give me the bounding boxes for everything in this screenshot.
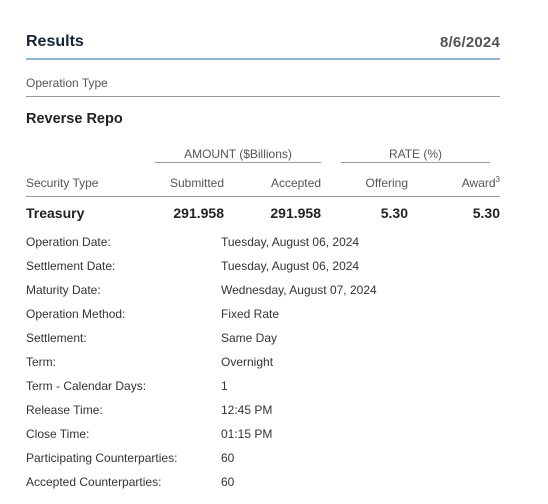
detail-value: Tuesday, August 06, 2024: [221, 259, 360, 273]
rate-group-header: RATE (%): [388, 147, 443, 161]
column-header-accepted: Accepted: [270, 176, 321, 190]
detail-value: 1: [221, 379, 228, 393]
operation-type-label: Operation Type: [26, 76, 108, 90]
title-divider: [26, 58, 500, 60]
detail-label: Maturity Date:: [26, 283, 101, 297]
amount-group-header: AMOUNT ($Billions): [184, 147, 292, 161]
operation-type-divider: [26, 96, 500, 97]
detail-label: Accepted Counterparties:: [26, 475, 162, 489]
column-header-security-type: Security Type: [26, 176, 99, 190]
detail-value: 12:45 PM: [221, 403, 273, 417]
detail-label: Participating Counterparties:: [26, 451, 178, 465]
detail-label: Operation Date:: [26, 235, 111, 249]
column-header-offering: Offering: [365, 176, 408, 190]
column-header-award: Award3: [461, 175, 500, 191]
detail-label: Operation Method:: [26, 307, 126, 321]
detail-label: Settlement:: [26, 331, 87, 345]
detail-value: Wednesday, August 07, 2024: [221, 283, 377, 297]
table-row-security: Treasury: [26, 205, 85, 221]
rate-group-rule: [341, 162, 490, 163]
table-row-accepted: 291.958: [270, 205, 321, 221]
detail-value: Overnight: [221, 355, 274, 369]
results-title: Results: [26, 33, 84, 50]
detail-label: Term - Calendar Days:: [26, 379, 147, 393]
detail-label: Settlement Date:: [26, 259, 116, 273]
detail-value: Fixed Rate: [221, 307, 280, 321]
column-header-submitted: Submitted: [169, 176, 224, 190]
detail-label: Term:: [26, 355, 56, 369]
award-footnote: 3: [495, 175, 500, 184]
detail-label: Close Time:: [26, 427, 90, 441]
detail-label: Release Time:: [26, 403, 103, 417]
table-header-divider: [26, 196, 500, 197]
table-row-offering: 5.30: [380, 205, 408, 221]
detail-value: 60: [221, 451, 235, 465]
detail-value: Same Day: [221, 331, 278, 345]
award-label: Award: [461, 176, 496, 190]
detail-value: Tuesday, August 06, 2024: [221, 235, 360, 249]
table-row-award: 5.30: [472, 205, 500, 221]
detail-value: 60: [221, 475, 235, 489]
operation-type-value: Reverse Repo: [26, 111, 123, 127]
table-row-submitted: 291.958: [173, 205, 224, 221]
results-date: 8/6/2024: [440, 34, 500, 51]
detail-value: 01:15 PM: [221, 427, 273, 441]
amount-group-rule: [155, 162, 321, 163]
